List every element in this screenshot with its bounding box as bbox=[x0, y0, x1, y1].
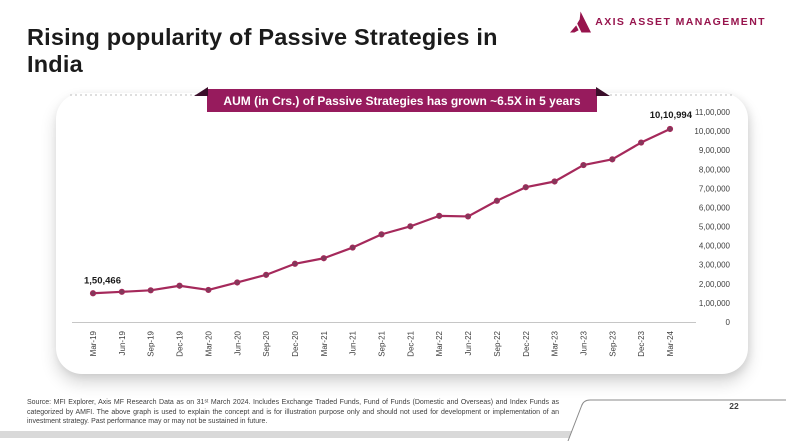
data-point-marker bbox=[147, 287, 154, 294]
data-point-marker bbox=[638, 139, 645, 146]
chart-title-banner-text: AUM (in Crs.) of Passive Strategies has … bbox=[223, 93, 581, 108]
data-point-marker bbox=[551, 178, 558, 185]
y-axis-tick-label: 7,00,000 bbox=[699, 184, 731, 193]
y-axis-tick-label: 6,00,000 bbox=[699, 203, 731, 212]
x-axis-tick-label: Mar-23 bbox=[551, 330, 560, 356]
y-axis-tick-label: 9,00,000 bbox=[699, 146, 731, 155]
data-point-marker bbox=[407, 223, 414, 230]
axis-triangle-logo-icon bbox=[569, 11, 592, 33]
data-point-marker bbox=[205, 286, 212, 294]
page-title-line2: India bbox=[27, 50, 83, 77]
y-axis-tick-label: 2,00,000 bbox=[699, 280, 731, 289]
first-point-data-label: 1,50,466 bbox=[84, 275, 121, 286]
y-axis-tick-label: 11,00,000 bbox=[695, 108, 731, 117]
data-point-marker bbox=[580, 161, 587, 169]
ribbon-fold-left-icon bbox=[194, 87, 208, 96]
data-point-marker bbox=[291, 260, 299, 267]
chart-card: 0 1,00,000 2,00,000 3,00,000 4,00,000 5,00,00… bbox=[56, 87, 748, 374]
page-number: 22 bbox=[729, 401, 739, 411]
footer-corner-shape bbox=[567, 399, 786, 441]
source-disclaimer-text: Source: MFI Explorer, Axis MF Research D… bbox=[27, 399, 559, 426]
data-point-marker bbox=[176, 282, 183, 289]
y-axis-tick-label: 1,00,000 bbox=[699, 299, 731, 308]
footer-gray-strip bbox=[0, 431, 575, 438]
x-axis-tick-label: Dec-19 bbox=[176, 330, 185, 356]
x-axis-tick-label: Jun-23 bbox=[579, 330, 588, 355]
y-axis-tick-label: 10,00,000 bbox=[694, 127, 730, 136]
x-axis-tick-label: Jun-20 bbox=[233, 330, 242, 355]
x-axis-tick-label: Dec-21 bbox=[406, 330, 415, 356]
x-axis-tick-label: Jun-19 bbox=[118, 330, 127, 355]
x-axis-tick-label: Sep-21 bbox=[378, 330, 387, 356]
x-axis-tick-label: Mar-22 bbox=[435, 330, 444, 356]
x-axis-tick-label: Sep-23 bbox=[608, 330, 617, 356]
data-point-marker bbox=[89, 290, 97, 297]
x-axis-tick-label: Jun-22 bbox=[464, 330, 473, 355]
x-axis-tick-label: Mar-24 bbox=[666, 330, 675, 356]
page-title: Rising popularity of Passive Strategies … bbox=[27, 24, 587, 78]
data-point-marker bbox=[666, 125, 674, 133]
data-point-marker bbox=[464, 213, 472, 220]
y-axis-tick-label: 8,00,000 bbox=[699, 165, 731, 174]
data-point-marker bbox=[493, 197, 500, 204]
x-axis-tick-label: Jun-21 bbox=[349, 330, 358, 355]
y-axis-tick-label: 0 bbox=[726, 318, 731, 327]
company-logo-text: AXIS ASSET MANAGEMENT bbox=[595, 16, 766, 28]
y-axis-tick-label: 3,00,000 bbox=[699, 261, 731, 270]
aum-line-chart: 0 1,00,000 2,00,000 3,00,000 4,00,000 5,00,00… bbox=[70, 94, 734, 357]
data-point-marker bbox=[349, 244, 356, 251]
y-axis-tick-label: 5,00,000 bbox=[699, 223, 731, 232]
data-point-marker bbox=[436, 212, 443, 219]
data-point-marker bbox=[263, 271, 270, 278]
x-axis-tick-label: Dec-22 bbox=[522, 330, 531, 356]
data-point-marker bbox=[522, 184, 529, 191]
x-axis-tick-label: Sep-19 bbox=[147, 330, 156, 356]
ribbon-fold-right-icon bbox=[596, 87, 610, 96]
page-title-line1: Rising popularity of Passive Strategies … bbox=[27, 23, 498, 50]
data-point-marker bbox=[118, 288, 125, 295]
aum-line-series bbox=[92, 127, 671, 295]
chart-title-banner: AUM (in Crs.) of Passive Strategies has … bbox=[194, 87, 610, 112]
x-axis-tick-label: Dec-23 bbox=[637, 330, 646, 356]
x-axis-tick-label: Sep-20 bbox=[262, 330, 271, 356]
company-logo: AXIS ASSET MANAGEMENT bbox=[569, 11, 766, 33]
data-point-marker bbox=[234, 279, 241, 286]
x-axis-tick-label: Dec-20 bbox=[291, 330, 300, 356]
x-axis-tick-label: Mar-19 bbox=[89, 330, 98, 356]
x-axis-tick-label: Sep-22 bbox=[493, 330, 502, 356]
x-axis-tick-label: Mar-20 bbox=[204, 330, 213, 356]
data-point-marker bbox=[320, 255, 327, 262]
data-point-marker bbox=[378, 231, 385, 238]
x-axis-tick-label: Mar-21 bbox=[320, 330, 329, 356]
data-point-marker bbox=[609, 156, 616, 163]
y-axis-tick-label: 4,00,000 bbox=[699, 242, 731, 251]
last-point-data-label: 10,10,994 bbox=[650, 110, 693, 121]
